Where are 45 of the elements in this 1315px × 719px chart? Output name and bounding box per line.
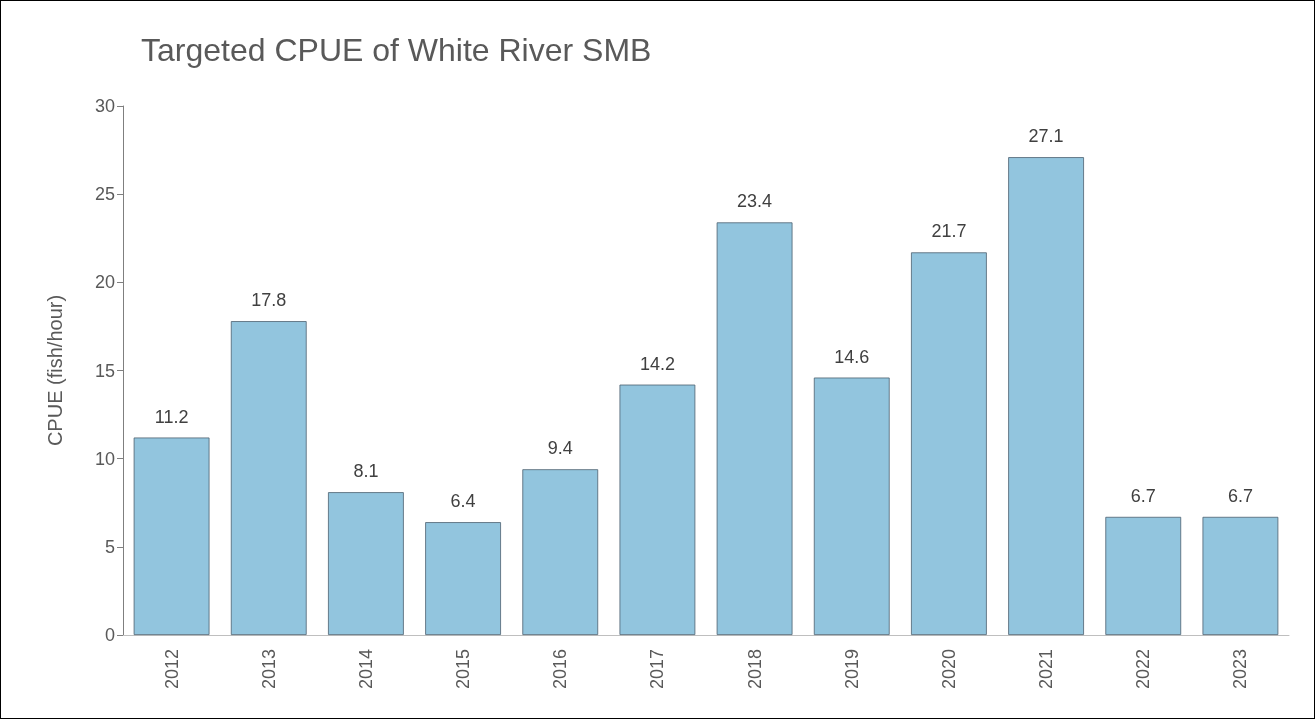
data-label: 14.6 [834, 346, 870, 367]
x-tick-label: 2016 [550, 649, 571, 690]
y-tick-label: 10 [94, 448, 115, 469]
bar [813, 377, 890, 635]
x-tick-label: 2020 [938, 649, 959, 690]
data-label: 6.7 [1130, 485, 1156, 506]
bar [716, 222, 793, 635]
data-label: 27.1 [1028, 126, 1064, 147]
y-tick-label: 20 [94, 272, 115, 293]
bar [1105, 516, 1182, 635]
bar [328, 492, 404, 635]
data-label: 6.4 [450, 491, 476, 512]
y-tick-label: 15 [94, 360, 115, 381]
bar [425, 522, 501, 635]
data-label: 9.4 [547, 438, 573, 459]
data-label: 6.7 [1227, 485, 1253, 506]
bar [230, 321, 307, 635]
bar [1008, 157, 1084, 635]
y-axis-title: CPUE (fish/hour) [44, 294, 66, 447]
x-tick-label: 2013 [258, 649, 279, 690]
bar [911, 252, 987, 635]
bar [1202, 516, 1279, 635]
x-tick-label: 2019 [841, 649, 862, 690]
x-tick-label: 2018 [744, 649, 765, 690]
data-label: 14.2 [639, 353, 675, 374]
y-tick-label: 5 [104, 536, 115, 557]
data-label: 8.1 [353, 461, 379, 482]
data-label: 11.2 [154, 406, 189, 427]
data-label: 17.8 [251, 290, 287, 311]
x-tick-label: 2014 [355, 649, 376, 690]
y-tick-label: 0 [104, 625, 115, 645]
data-label: 21.7 [931, 221, 967, 242]
y-tick-label: 30 [94, 96, 115, 116]
data-label: 23.4 [737, 191, 773, 212]
x-tick-label: 2015 [453, 649, 474, 690]
chart-title: Targeted CPUE of White River SMB [141, 32, 652, 68]
x-tick-label: 2022 [1133, 649, 1154, 690]
x-tick-label: 2021 [1036, 649, 1057, 690]
x-tick-label: 2012 [161, 649, 182, 690]
bar [133, 437, 210, 635]
y-tick-label: 25 [94, 184, 115, 205]
bar [619, 384, 696, 635]
x-tick-label: 2017 [647, 649, 668, 690]
bar [522, 469, 599, 635]
x-tick-label: 2023 [1230, 649, 1251, 690]
